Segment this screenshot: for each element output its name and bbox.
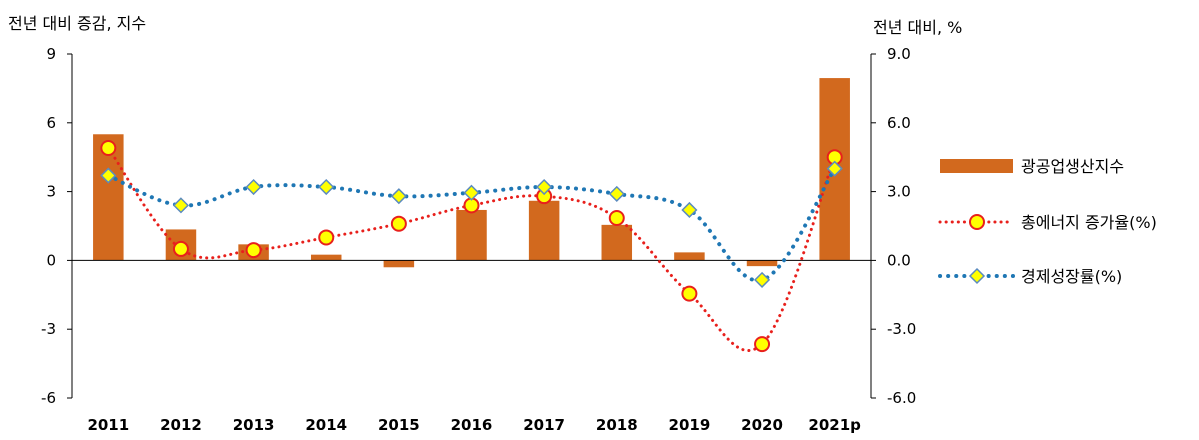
gdp-marker — [172, 197, 190, 214]
legend-swatch-marker — [968, 267, 986, 285]
x-tick-label: 2011 — [87, 416, 129, 434]
bar — [674, 252, 705, 261]
gdp-marker — [536, 178, 553, 196]
gdp-marker — [463, 184, 480, 201]
bar-series — [93, 78, 850, 268]
left-tick-label: 6 — [46, 114, 56, 132]
left-tick-label: 9 — [46, 45, 56, 63]
legend-label: 총에너지 증가율(%) — [1021, 213, 1157, 232]
x-tick-label: 2020 — [741, 416, 783, 434]
x-tick-label: 2021p — [808, 416, 861, 434]
energy-marker — [608, 209, 625, 226]
energy-growth-line — [106, 146, 837, 352]
energy-marker — [390, 215, 407, 232]
x-tick-label: 2016 — [451, 416, 493, 434]
x-tick-label: 2018 — [596, 416, 638, 434]
bar — [746, 260, 778, 267]
x-tick-label: 2012 — [160, 416, 202, 434]
legend-swatch-marker — [969, 214, 985, 230]
gdp-marker — [100, 167, 117, 184]
legend-swatch-bar — [940, 159, 1013, 173]
bar — [383, 260, 415, 268]
gdp-marker — [608, 185, 625, 202]
energy-marker — [245, 242, 262, 259]
gdp-marker — [245, 178, 262, 196]
left-tick-label: 0 — [46, 251, 56, 269]
x-tick-label: 2017 — [523, 416, 565, 434]
right-tick-label: -3.0 — [887, 320, 916, 338]
right-tick-label: 3.0 — [887, 183, 911, 201]
x-tick-label: 2015 — [378, 416, 420, 434]
x-tick-label: 2019 — [669, 416, 711, 434]
bar — [456, 209, 487, 261]
left-axis-title: 전년 대비 증감, 지수 — [8, 14, 146, 33]
energy-marker — [318, 229, 335, 246]
right-tick-label: -6.0 — [887, 389, 916, 407]
left-tick-label: -6 — [41, 389, 56, 407]
bar — [310, 254, 342, 261]
energy-marker — [681, 285, 698, 302]
energy-marker — [172, 240, 189, 257]
gdp-marker — [390, 188, 407, 205]
gdp-marker — [826, 160, 843, 177]
energy-marker — [754, 336, 771, 353]
gdp-growth-line — [106, 166, 837, 283]
left-tick-label: -3 — [41, 320, 56, 338]
energy-marker — [100, 140, 117, 157]
x-tick-label: 2013 — [233, 416, 275, 434]
x-tick-label: 2014 — [305, 416, 347, 434]
right-tick-label: 0.0 — [887, 251, 911, 269]
bar — [601, 224, 633, 261]
right-axis-title: 전년 대비, % — [873, 18, 962, 37]
right-tick-label: 6.0 — [887, 114, 911, 132]
gdp-marker — [753, 271, 771, 288]
legend-label: 광공업생산지수 — [1021, 157, 1124, 176]
right-tick-label: 9.0 — [887, 45, 911, 63]
bar — [528, 200, 560, 261]
gdp-marker — [681, 201, 698, 219]
legend-label: 경제성장률(%) — [1021, 267, 1122, 286]
gdp-marker — [318, 178, 335, 196]
left-tick-label: 3 — [46, 183, 56, 201]
